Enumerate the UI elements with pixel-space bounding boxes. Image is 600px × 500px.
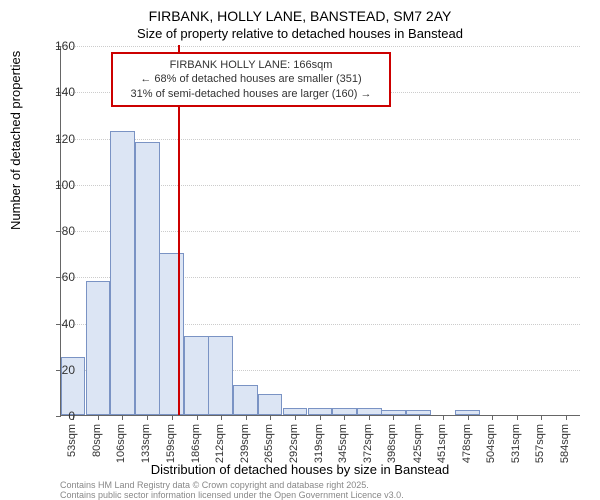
histogram-bar	[332, 408, 357, 415]
histogram-bar	[135, 142, 160, 415]
ytick-label: 60	[45, 270, 75, 284]
xtick-label: 186sqm	[190, 424, 202, 463]
xtick-label: 531sqm	[510, 424, 522, 463]
xtick-mark	[344, 415, 345, 420]
x-axis-label: Distribution of detached houses by size …	[0, 462, 600, 477]
footer-line2: Contains public sector information licen…	[60, 490, 404, 500]
histogram-bar	[258, 394, 283, 415]
xtick-mark	[419, 415, 420, 420]
histogram-bar	[208, 336, 233, 415]
xtick-label: 133sqm	[140, 424, 152, 463]
xtick-mark	[147, 415, 148, 420]
histogram-bar	[357, 408, 382, 415]
plot-area: FIRBANK HOLLY LANE: 166sqm← 68% of detac…	[60, 46, 580, 416]
ytick-label: 140	[45, 85, 75, 99]
xtick-mark	[443, 415, 444, 420]
xtick-mark	[517, 415, 518, 420]
xtick-label: 584sqm	[559, 424, 571, 463]
xtick-mark	[172, 415, 173, 420]
footer-line1: Contains HM Land Registry data © Crown c…	[60, 480, 369, 490]
xtick-mark	[122, 415, 123, 420]
y-axis-label: Number of detached properties	[8, 51, 23, 230]
chart-container: FIRBANK, HOLLY LANE, BANSTEAD, SM7 2AY S…	[0, 0, 600, 500]
xtick-label: 345sqm	[337, 424, 349, 463]
histogram-bar	[159, 253, 184, 415]
xtick-label: 425sqm	[412, 424, 424, 463]
xtick-mark	[221, 415, 222, 420]
histogram-bar	[233, 385, 258, 415]
histogram-bar	[283, 408, 308, 415]
ytick-label: 0	[45, 409, 75, 423]
histogram-bar	[110, 131, 135, 415]
xtick-mark	[393, 415, 394, 420]
histogram-bar	[308, 408, 333, 415]
gridline-h	[61, 139, 580, 140]
xtick-mark	[295, 415, 296, 420]
xtick-label: 265sqm	[263, 424, 275, 463]
ytick-label: 160	[45, 39, 75, 53]
xtick-mark	[320, 415, 321, 420]
xtick-label: 557sqm	[534, 424, 546, 463]
chart-title-line2: Size of property relative to detached ho…	[0, 26, 600, 41]
xtick-mark	[270, 415, 271, 420]
xtick-label: 292sqm	[288, 424, 300, 463]
xtick-mark	[197, 415, 198, 420]
ytick-label: 40	[45, 317, 75, 331]
xtick-label: 478sqm	[461, 424, 473, 463]
xtick-label: 372sqm	[362, 424, 374, 463]
xtick-label: 239sqm	[239, 424, 251, 463]
xtick-label: 319sqm	[313, 424, 325, 463]
xtick-mark	[369, 415, 370, 420]
xtick-label: 80sqm	[91, 424, 103, 457]
xtick-label: 212sqm	[214, 424, 226, 463]
callout-line2: ← 68% of detached houses are smaller (35…	[121, 72, 381, 86]
gridline-h	[61, 46, 580, 47]
ytick-label: 80	[45, 224, 75, 238]
xtick-mark	[98, 415, 99, 420]
xtick-label: 504sqm	[485, 424, 497, 463]
xtick-label: 53sqm	[66, 424, 78, 457]
ytick-label: 120	[45, 132, 75, 146]
callout-line1: FIRBANK HOLLY LANE: 166sqm	[121, 58, 381, 72]
ytick-label: 20	[45, 363, 75, 377]
xtick-mark	[468, 415, 469, 420]
xtick-mark	[541, 415, 542, 420]
xtick-label: 106sqm	[115, 424, 127, 463]
chart-title-line1: FIRBANK, HOLLY LANE, BANSTEAD, SM7 2AY	[0, 8, 600, 24]
xtick-label: 398sqm	[386, 424, 398, 463]
xtick-label: 451sqm	[436, 424, 448, 463]
callout-line3: 31% of semi-detached houses are larger (…	[121, 87, 381, 101]
xtick-mark	[566, 415, 567, 420]
histogram-bar	[184, 336, 209, 415]
ytick-label: 100	[45, 178, 75, 192]
xtick-label: 159sqm	[165, 424, 177, 463]
histogram-bar	[86, 281, 111, 415]
callout-box: FIRBANK HOLLY LANE: 166sqm← 68% of detac…	[111, 52, 391, 107]
xtick-mark	[492, 415, 493, 420]
xtick-mark	[246, 415, 247, 420]
